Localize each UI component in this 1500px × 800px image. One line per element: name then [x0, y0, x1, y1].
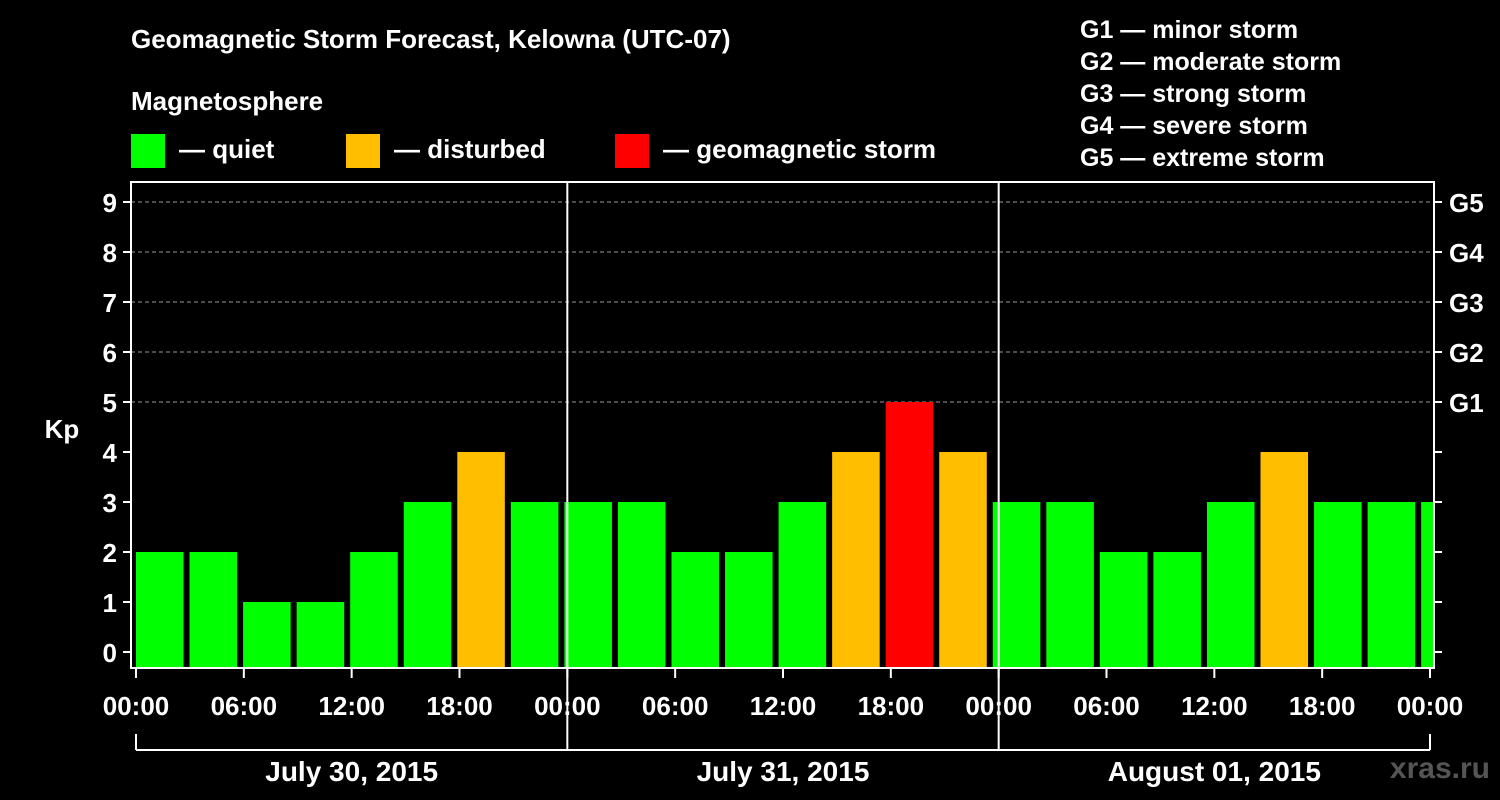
g-scale-g1: G1 — minor storm: [1080, 16, 1299, 44]
x-tick-label-0: 00:00: [103, 691, 170, 721]
x-tick-label-6: 12:00: [750, 691, 817, 721]
legend-label-disturbed: — disturbed: [394, 134, 546, 164]
x-tick-label-11: 18:00: [1289, 691, 1356, 721]
bar-12: [778, 502, 827, 668]
x-tick-label-5: 06:00: [642, 691, 709, 721]
y-tick-label-9: 9: [103, 188, 117, 218]
bar-23: [1367, 502, 1416, 668]
y-axis-label: Kp: [45, 414, 80, 444]
bar-22: [1314, 502, 1362, 668]
g-scale-g2: G2 — moderate storm: [1080, 48, 1342, 76]
bar-1: [189, 552, 238, 668]
bar-13: [832, 452, 880, 668]
y-tick-label-1: 1: [103, 588, 117, 618]
bar-18: [1099, 552, 1148, 668]
day-label-2: August 01, 2015: [1108, 756, 1321, 787]
bar-0: [136, 552, 184, 668]
y-tick-label-5: 5: [103, 388, 117, 418]
y-tick-label-0: 0: [103, 638, 117, 668]
x-tick-label-7: 18:00: [858, 691, 925, 721]
bar-10: [671, 552, 720, 668]
x-tick-label-10: 12:00: [1181, 691, 1248, 721]
bar-20: [1206, 502, 1255, 668]
bar-8: [564, 502, 612, 668]
bar-17: [1046, 502, 1094, 668]
x-tick-label-8: 00:00: [965, 691, 1032, 721]
bar-16: [992, 502, 1041, 668]
chart-title: Geomagnetic Storm Forecast, Kelowna (UTC…: [131, 24, 731, 54]
bar-4: [350, 552, 398, 668]
x-tick-label-4: 00:00: [534, 691, 601, 721]
x-tick-label-1: 06:00: [211, 691, 278, 721]
bar-6: [457, 452, 505, 668]
g-scale-g3: G3 — strong storm: [1080, 80, 1307, 108]
bar-9: [617, 502, 666, 668]
y-tick-label-6: 6: [103, 338, 117, 368]
g-scale-g4: G4 — severe storm: [1080, 112, 1308, 140]
y-tick-label-3: 3: [103, 488, 117, 518]
g-scale-g5: G5 — extreme storm: [1080, 144, 1325, 172]
x-tick-label-9: 06:00: [1073, 691, 1140, 721]
bar-24: [1421, 502, 1433, 668]
x-tick-label-12: 00:00: [1397, 691, 1464, 721]
y-tick-label-4: 4: [103, 438, 118, 468]
bar-5: [403, 502, 452, 668]
y-tick-label-7: 7: [103, 288, 117, 318]
right-tick-label-G3: G3: [1449, 288, 1484, 318]
right-tick-label-G2: G2: [1449, 338, 1484, 368]
legend-label-storm: — geomagnetic storm: [663, 134, 937, 164]
legend-swatch-disturbed: [346, 134, 380, 168]
magnetosphere-heading: Magnetosphere: [131, 86, 324, 116]
g-scale-legend: G1 — minor storm G2 — moderate storm G3 …: [1080, 14, 1341, 174]
bar-19: [1153, 552, 1201, 668]
bar-3: [296, 602, 345, 668]
legend-swatch-storm: [615, 134, 649, 168]
bar-14: [885, 402, 934, 668]
bar-11: [725, 552, 773, 668]
right-tick-label-G4: G4: [1449, 238, 1484, 268]
bar-7: [510, 502, 559, 668]
day-label-1: July 31, 2015: [697, 756, 870, 787]
day-label-0: July 30, 2015: [265, 756, 438, 787]
bar-15: [939, 452, 987, 668]
right-tick-label-G1: G1: [1449, 388, 1484, 418]
x-tick-label-2: 12:00: [318, 691, 385, 721]
bar-21: [1260, 452, 1309, 668]
right-tick-label-G5: G5: [1449, 188, 1484, 218]
legend-swatch-quiet: [131, 134, 165, 168]
legend-label-quiet: — quiet: [179, 134, 275, 164]
x-tick-label-3: 18:00: [426, 691, 493, 721]
bar-2: [243, 602, 291, 668]
watermark: xras.ru: [1389, 752, 1490, 785]
y-tick-label-8: 8: [103, 238, 117, 268]
y-tick-label-2: 2: [103, 538, 117, 568]
